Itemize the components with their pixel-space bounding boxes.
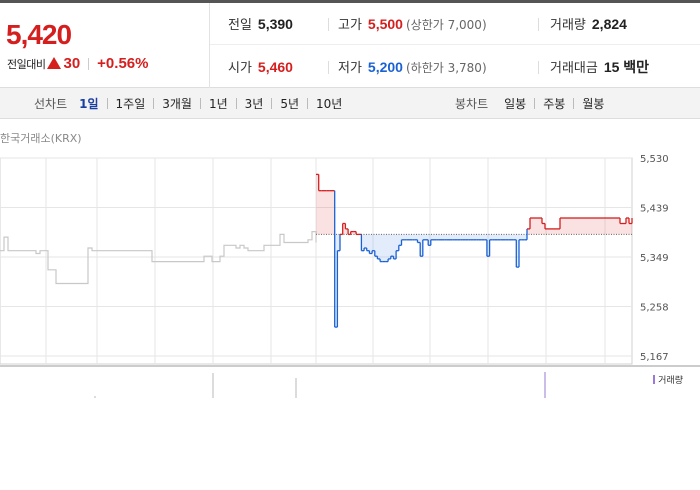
y-tick-label: 5,439 [640,204,669,215]
divider [534,98,536,109]
divider [307,98,309,109]
change-row: 전일대비 30 +0.56% [7,55,148,72]
tab-5y[interactable]: 5년 [280,97,300,111]
down-area-fill [316,234,632,328]
volume-legend-label: 거래량 [658,376,683,386]
tab-1y[interactable]: 1년 [208,97,228,111]
up-triangle-icon [47,56,62,69]
quote-stats: 전일 5,390 고가 5,500 (상한가 7,000) 거래량 2,824 시가 5,… [210,3,700,88]
stat-prev-close: 전일 5,390 [228,16,293,33]
line-chart-tabs: 선차트 1일 1주일 3개월 1년 3년 5년 10년 [34,88,344,119]
quote-summary: 5,420 전일대비 30 +0.56% 전일 5,390 고가 5,500 (상한가… [0,0,700,88]
tab-weekly[interactable]: 주봉 [543,97,566,111]
y-tick-label: 5,530 [640,154,669,165]
tab-3y[interactable]: 3년 [244,97,264,111]
divider [573,98,575,109]
tab-3m[interactable]: 3개월 [162,97,192,111]
intraday-chart: 5,530 5,439 5,349 5,258 5,167 [0,154,700,398]
divider [538,18,539,31]
divider [328,61,329,74]
divider [199,98,201,109]
tab-1w[interactable]: 1주일 [115,97,146,111]
change-percent: +0.56% [97,55,149,72]
current-price: 5,420 [6,19,72,50]
stats-row-2: 시가 5,460 저가 5,200 (하한가 3,780) 거래대금 15 백만 [210,46,700,88]
divider [153,98,155,109]
stat-open: 시가 5,460 [228,59,293,76]
volume-legend: 거래량 [653,373,683,386]
divider [88,57,90,70]
previous-day-series [0,231,317,285]
stats-row-1: 전일 5,390 고가 5,500 (상한가 7,000) 거래량 2,824 [210,3,700,45]
tab-monthly[interactable]: 월봉 [582,97,605,111]
stat-amount: 거래대금 15 백만 [550,59,650,76]
candle-chart-label: 봉차트 [455,97,489,111]
up-area-fill [316,174,632,235]
tab-daily[interactable]: 일봉 [504,97,527,111]
chart-period-tabs: 선차트 1일 1주일 3개월 1년 3년 5년 10년 봉차트 일봉 주봉 월봉 [0,88,700,119]
line-chart-label: 선차트 [34,97,68,111]
candle-chart-tabs: 봉차트 일봉 주봉 월봉 [455,88,606,119]
divider [235,98,237,109]
y-tick-label: 5,167 [640,352,669,363]
divider [538,61,539,74]
stat-high: 고가 5,500 (상한가 7,000) [338,16,487,33]
change-label: 전일대비 [7,57,46,71]
volume-swatch-icon [653,375,656,384]
divider [328,18,329,31]
divider [271,98,273,109]
y-tick-label: 5,349 [640,253,669,264]
stat-volume: 거래량 2,824 [550,16,627,33]
tab-10y[interactable]: 10년 [316,97,343,111]
change-value: 30 [63,55,81,72]
current-price-box: 5,420 전일대비 30 +0.56% [0,3,210,88]
stat-low: 저가 5,200 (하한가 3,780) [338,59,487,76]
exchange-label: 한국거래소(KRX) [0,132,82,145]
divider [106,98,108,109]
tab-1d[interactable]: 1일 [79,97,99,111]
y-tick-label: 5,258 [640,303,669,314]
